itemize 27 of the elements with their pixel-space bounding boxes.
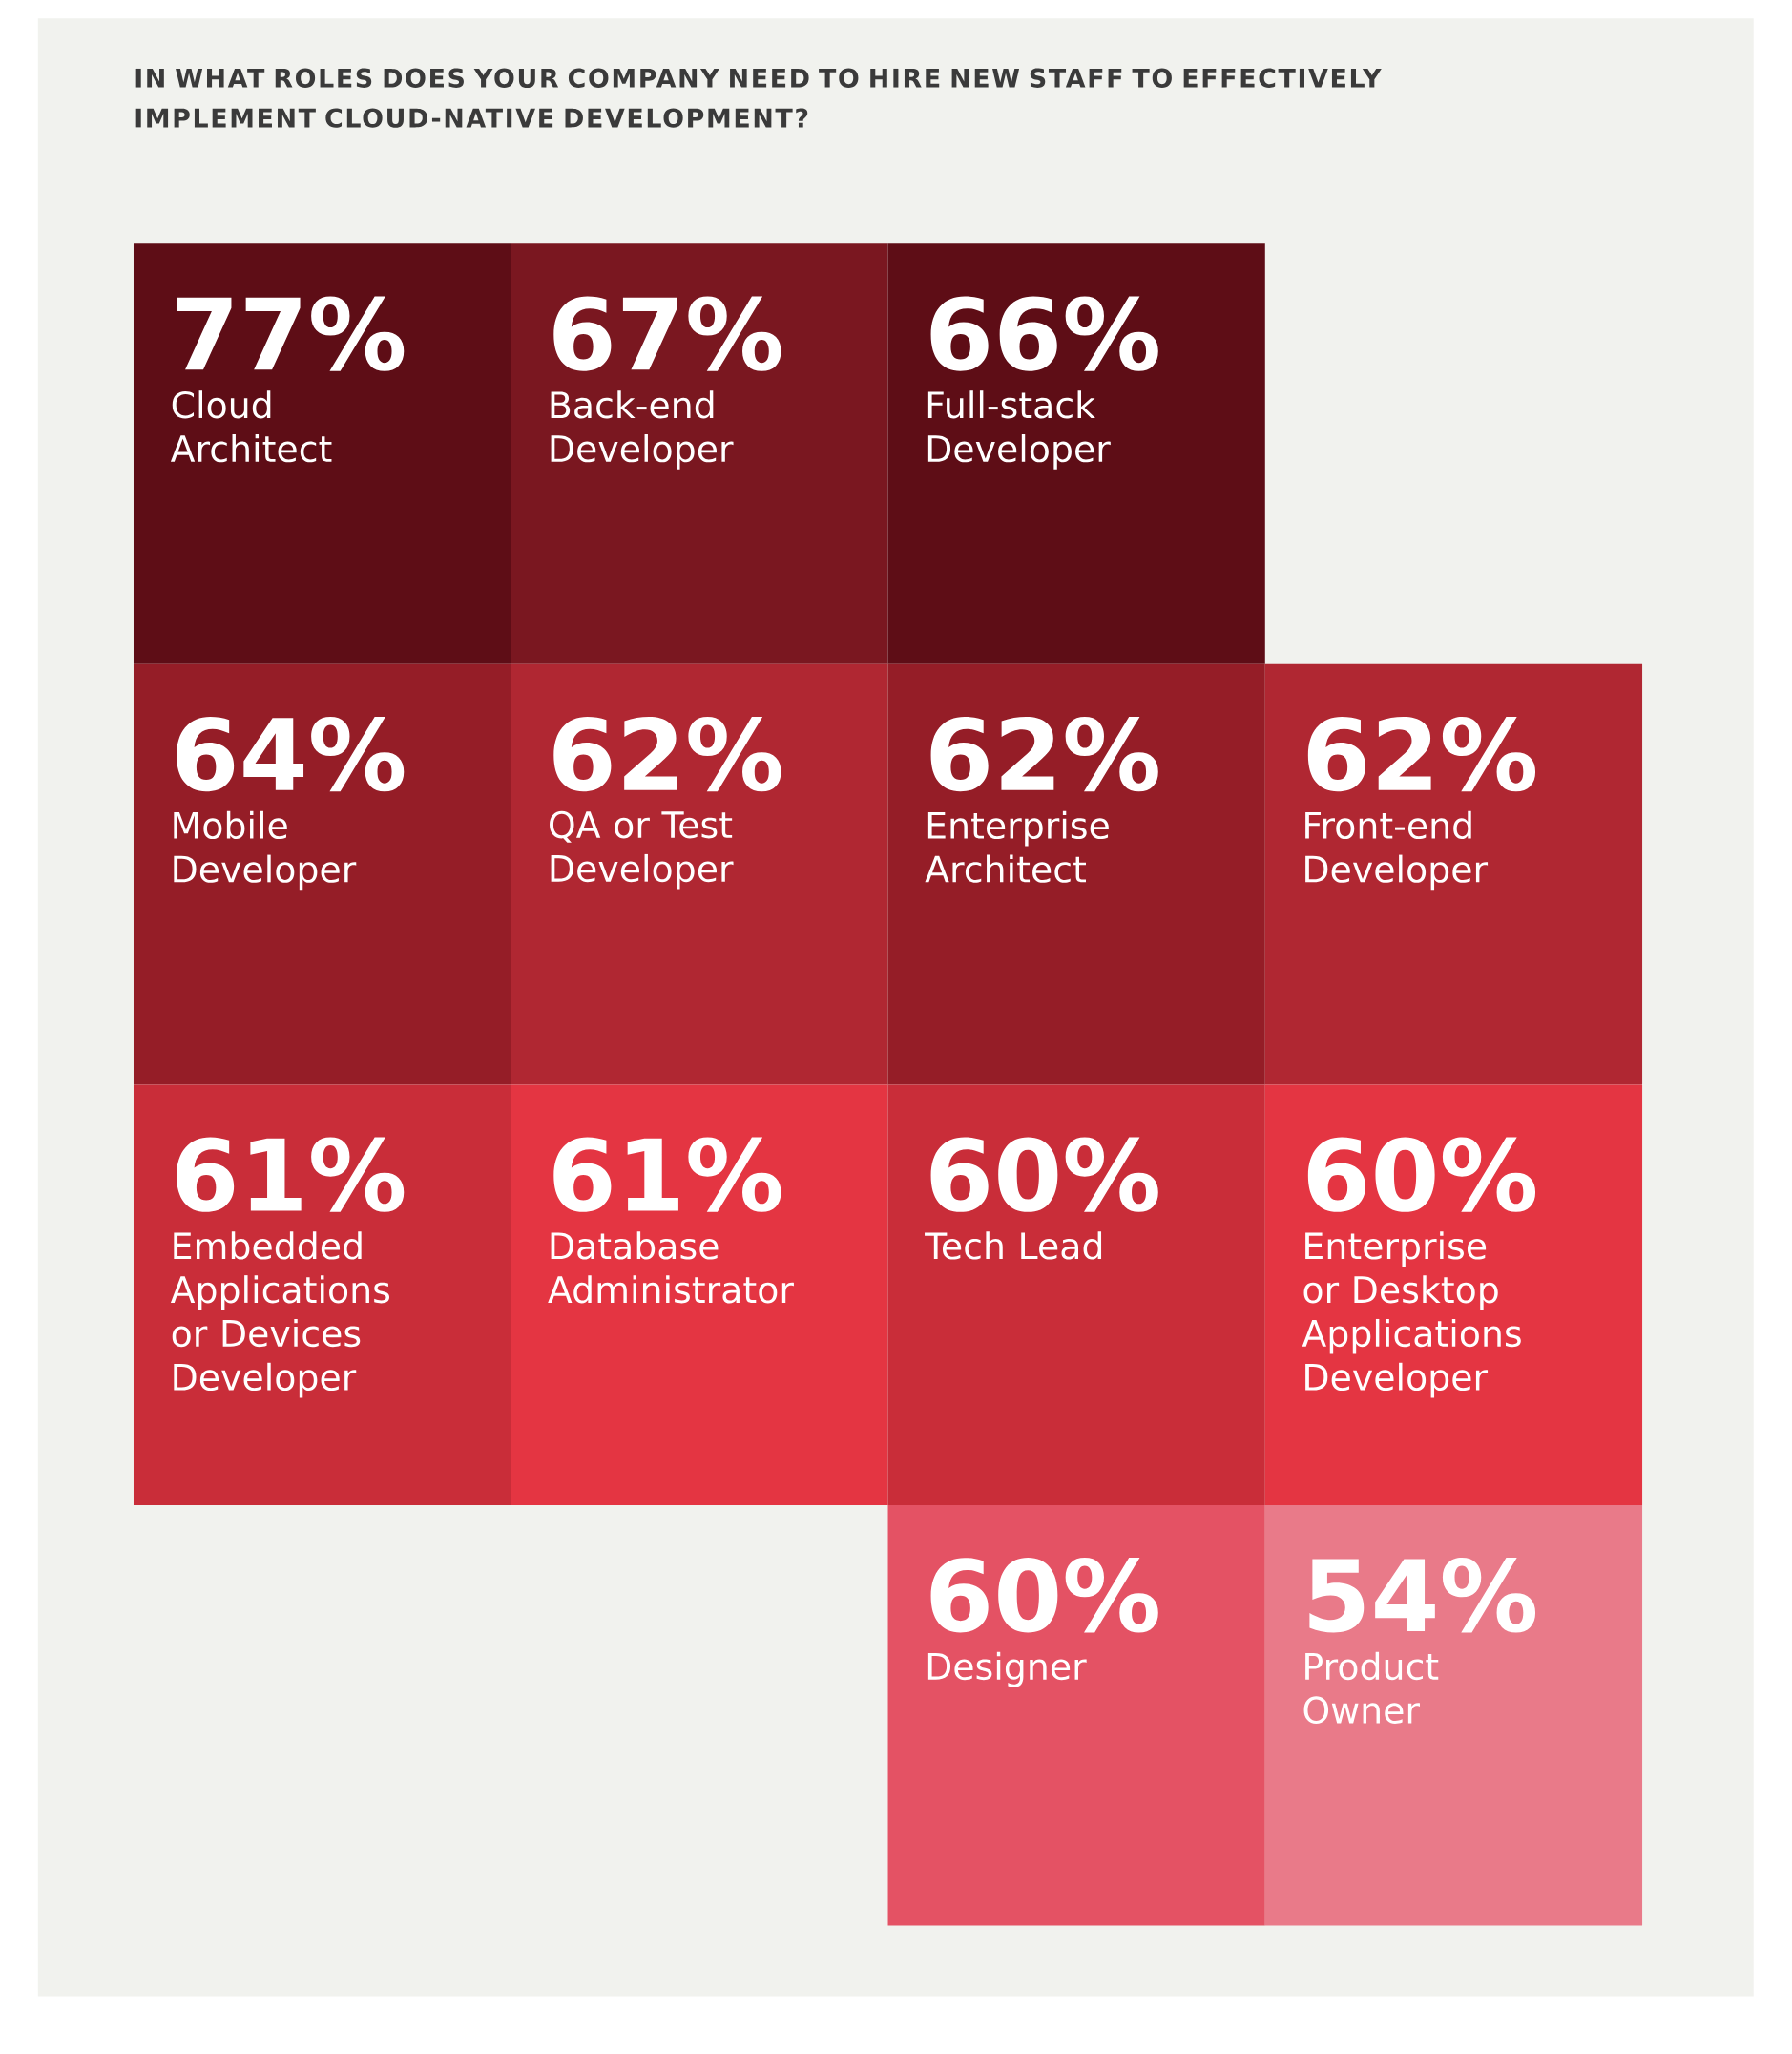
data-label: 54% xyxy=(1309,1558,1536,1633)
category-label: Back-end Developer xyxy=(551,390,734,470)
category-label: Product Owner xyxy=(1303,1651,1439,1724)
data-label: 61% xyxy=(553,1137,781,1212)
data-label: 60% xyxy=(1308,1137,1536,1212)
category-label: Embedded Applications or Devices Developer xyxy=(171,1231,390,1398)
category-label: Cloud Architect xyxy=(171,390,332,463)
category-label: Mobile Developer xyxy=(174,810,357,891)
category-label: Enterprise or Desktop Applications Developer xyxy=(1302,1231,1522,1398)
category-label: QA or Test Developer xyxy=(550,810,734,890)
data-label: 66% xyxy=(930,296,1159,371)
data-label: 67% xyxy=(553,296,781,371)
data-label: 64% xyxy=(177,716,405,792)
category-label: Enterprise Architect xyxy=(925,810,1110,883)
category-label: Tech Lead xyxy=(925,1231,1102,1260)
category-label: Database Administrator xyxy=(548,1231,795,1304)
data-label: 62% xyxy=(930,716,1159,792)
data-label: 62% xyxy=(553,716,781,792)
data-label: 60% xyxy=(930,1137,1159,1212)
category-label: Designer xyxy=(928,1651,1087,1687)
data-label: 61% xyxy=(177,1137,405,1212)
data-label: 62% xyxy=(1308,716,1536,792)
data-label: 60% xyxy=(930,1558,1159,1633)
category-label: Front-end Developer xyxy=(1305,810,1489,891)
category-label: Full-stack Developer xyxy=(928,390,1112,470)
text: IN WHAT ROLES DOES YOUR COMPANY NEED TO HIRE NEW STAFF TO EFFECTIVELY IMPLEMENT CLOUD-NATIVE DEVELOPMENT? xyxy=(135,68,1383,128)
data-label: 77% xyxy=(177,296,405,371)
